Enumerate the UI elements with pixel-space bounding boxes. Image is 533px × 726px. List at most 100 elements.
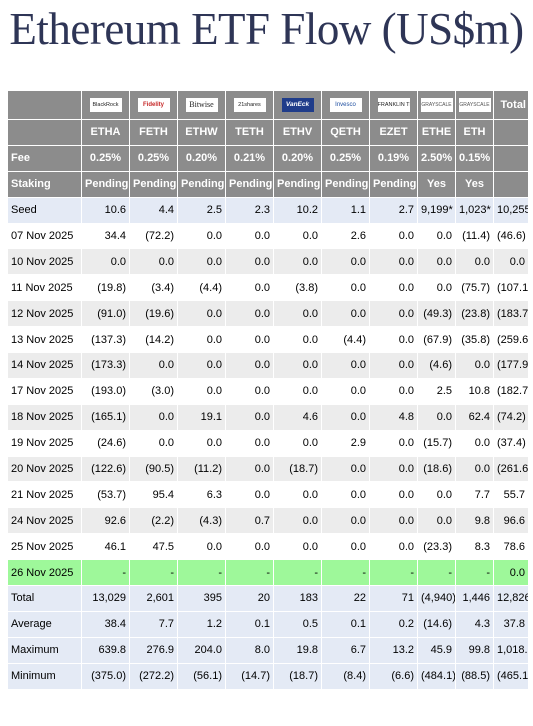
table-row: 25 Nov 2025 46.1 47.5 0.0 0.0 0.0 0.0 0.0 (23.3)… bbox=[7, 533, 529, 561]
flow-value: 0.0 bbox=[129, 429, 178, 457]
flow-value: 92.6 bbox=[81, 507, 130, 535]
flow-value: 0.0 bbox=[369, 248, 418, 276]
row-total: 96.6 bbox=[493, 507, 529, 535]
flow-value: 71 bbox=[369, 585, 418, 612]
flow-value: 2.7 bbox=[369, 196, 418, 224]
flow-value: 2.3 bbox=[225, 196, 274, 224]
flow-value: 1.2 bbox=[177, 610, 226, 638]
flow-value: 0.0 bbox=[369, 507, 418, 535]
row-total: 1,018.8 bbox=[493, 636, 529, 664]
table-row: 14 Nov 2025 (173.3) 0.0 0.0 0.0 0.0 0.0 0.0 (4.6… bbox=[7, 352, 529, 379]
flow-value: 0.0 bbox=[321, 274, 370, 302]
flow-value: 0.0 bbox=[321, 455, 370, 483]
flow-value: 0.0 bbox=[225, 222, 274, 250]
flow-value: 0.0 bbox=[417, 222, 456, 250]
flow-value: (4.4) bbox=[321, 326, 370, 354]
flow-value: - bbox=[417, 559, 456, 587]
flow-value: 2.6 bbox=[321, 222, 370, 250]
row-total: (74.2) bbox=[493, 403, 529, 431]
fund-staking: Pending bbox=[321, 170, 370, 198]
fund-logo: VanEck bbox=[281, 98, 314, 112]
row-total: (177.9) bbox=[493, 352, 529, 379]
flow-value: (35.8) bbox=[455, 326, 494, 354]
fund-logo: 21shares bbox=[233, 98, 266, 112]
fund-fee: 0.15% bbox=[455, 144, 494, 172]
flow-value: 0.1 bbox=[321, 610, 370, 638]
flow-value: - bbox=[177, 559, 226, 587]
flow-value: 6.3 bbox=[177, 481, 226, 509]
flow-value: (165.1) bbox=[81, 403, 130, 431]
flow-value: 0.0 bbox=[225, 326, 274, 354]
flow-value: 46.1 bbox=[81, 533, 130, 561]
flow-value: 4.6 bbox=[273, 403, 322, 431]
row-label: 12 Nov 2025 bbox=[7, 300, 82, 328]
row-total: 0.0 bbox=[493, 559, 529, 587]
flow-value: 639.8 bbox=[81, 636, 130, 664]
flow-value: 395 bbox=[177, 585, 226, 612]
total-header: Total bbox=[493, 90, 529, 120]
table-row: Minimum (375.0) (272.2) (56.1) (14.7) (18.7)(… bbox=[7, 662, 529, 690]
row-label: Maximum bbox=[7, 636, 82, 664]
flow-value: (19.6) bbox=[129, 300, 178, 328]
row-label: Minimum bbox=[7, 662, 82, 690]
ticker-label bbox=[7, 119, 82, 146]
table-row: Average 38.4 7.7 1.2 0.1 0.5 0.1 0.2 (14.6) 4.3 37… bbox=[7, 610, 529, 638]
row-label: 24 Nov 2025 bbox=[7, 507, 82, 535]
flow-value: 9,199* bbox=[417, 196, 456, 224]
fund-ticker: QETH bbox=[321, 119, 370, 146]
fund-ticker: ETHV bbox=[273, 119, 322, 146]
row-total: (261.6) bbox=[493, 455, 529, 483]
row-label: 25 Nov 2025 bbox=[7, 533, 82, 561]
flow-value: 0.0 bbox=[369, 222, 418, 250]
fund-ticker: ETH bbox=[455, 119, 494, 146]
flow-value: 0.0 bbox=[455, 429, 494, 457]
flow-value: (3.0) bbox=[129, 377, 178, 405]
flow-value: 0.0 bbox=[225, 533, 274, 561]
empty-cell bbox=[493, 119, 529, 146]
table-row: 26 Nov 2025- - - - - - - - -0.0 bbox=[7, 559, 529, 587]
table-row: 07 Nov 2025 34.4 (72.2) 0.0 0.0 0.0 2.6 0.0 0.0(… bbox=[7, 222, 529, 250]
flow-value: 2.5 bbox=[417, 377, 456, 405]
flow-value: 0.0 bbox=[81, 248, 130, 276]
flow-value: 0.0 bbox=[455, 248, 494, 276]
flow-value: 0.0 bbox=[177, 352, 226, 379]
flow-value: 0.0 bbox=[129, 352, 178, 379]
flow-value: (67.9) bbox=[417, 326, 456, 354]
flow-value: 0.7 bbox=[225, 507, 274, 535]
flow-value: 19.1 bbox=[177, 403, 226, 431]
fund-fee: 0.25% bbox=[81, 144, 130, 172]
row-label: 11 Nov 2025 bbox=[7, 274, 82, 302]
flow-value: (173.3) bbox=[81, 352, 130, 379]
table-row: 20 Nov 2025 (122.6) (90.5) (11.2) 0.0 (18.7) 0… bbox=[7, 455, 529, 483]
logo-row: BlackRock Fidelity Bitwise 21shares VanEck In… bbox=[7, 90, 529, 120]
fund-ticker: EZET bbox=[369, 119, 418, 146]
flow-value: 0.0 bbox=[369, 274, 418, 302]
flow-value: 0.0 bbox=[225, 377, 274, 405]
staking-label: Staking bbox=[7, 170, 82, 198]
flow-value: 0.5 bbox=[273, 610, 322, 638]
fund-staking: Pending bbox=[177, 170, 226, 198]
flow-value: 204.0 bbox=[177, 636, 226, 664]
fund-logo-cell: GRAYSCALE bbox=[455, 90, 494, 120]
flow-value: 0.0 bbox=[273, 352, 322, 379]
flow-value: (23.3) bbox=[417, 533, 456, 561]
fee-row: Fee 0.25% 0.25% 0.20% 0.21% 0.20% 0.25% 0.19% 2.… bbox=[7, 144, 529, 172]
flow-value: 0.0 bbox=[321, 300, 370, 328]
flow-value: 0.0 bbox=[369, 481, 418, 509]
flow-value: 276.9 bbox=[129, 636, 178, 664]
flow-value: - bbox=[455, 559, 494, 587]
flow-value: (11.2) bbox=[177, 455, 226, 483]
flow-value: 0.0 bbox=[273, 533, 322, 561]
flow-value: 0.0 bbox=[225, 248, 274, 276]
flow-value: (8.4) bbox=[321, 662, 370, 690]
row-total: 10,255 bbox=[493, 196, 529, 224]
flow-value: 0.0 bbox=[273, 222, 322, 250]
row-total: (183.7) bbox=[493, 300, 529, 328]
flow-value: 0.0 bbox=[273, 429, 322, 457]
staking-row: Staking Pending Pending Pending Pending Pendi… bbox=[7, 170, 529, 198]
flow-value: 0.0 bbox=[417, 507, 456, 535]
flow-value: 8.0 bbox=[225, 636, 274, 664]
flow-value: (53.7) bbox=[81, 481, 130, 509]
row-label: 21 Nov 2025 bbox=[7, 481, 82, 509]
flow-value: 2.5 bbox=[177, 196, 226, 224]
